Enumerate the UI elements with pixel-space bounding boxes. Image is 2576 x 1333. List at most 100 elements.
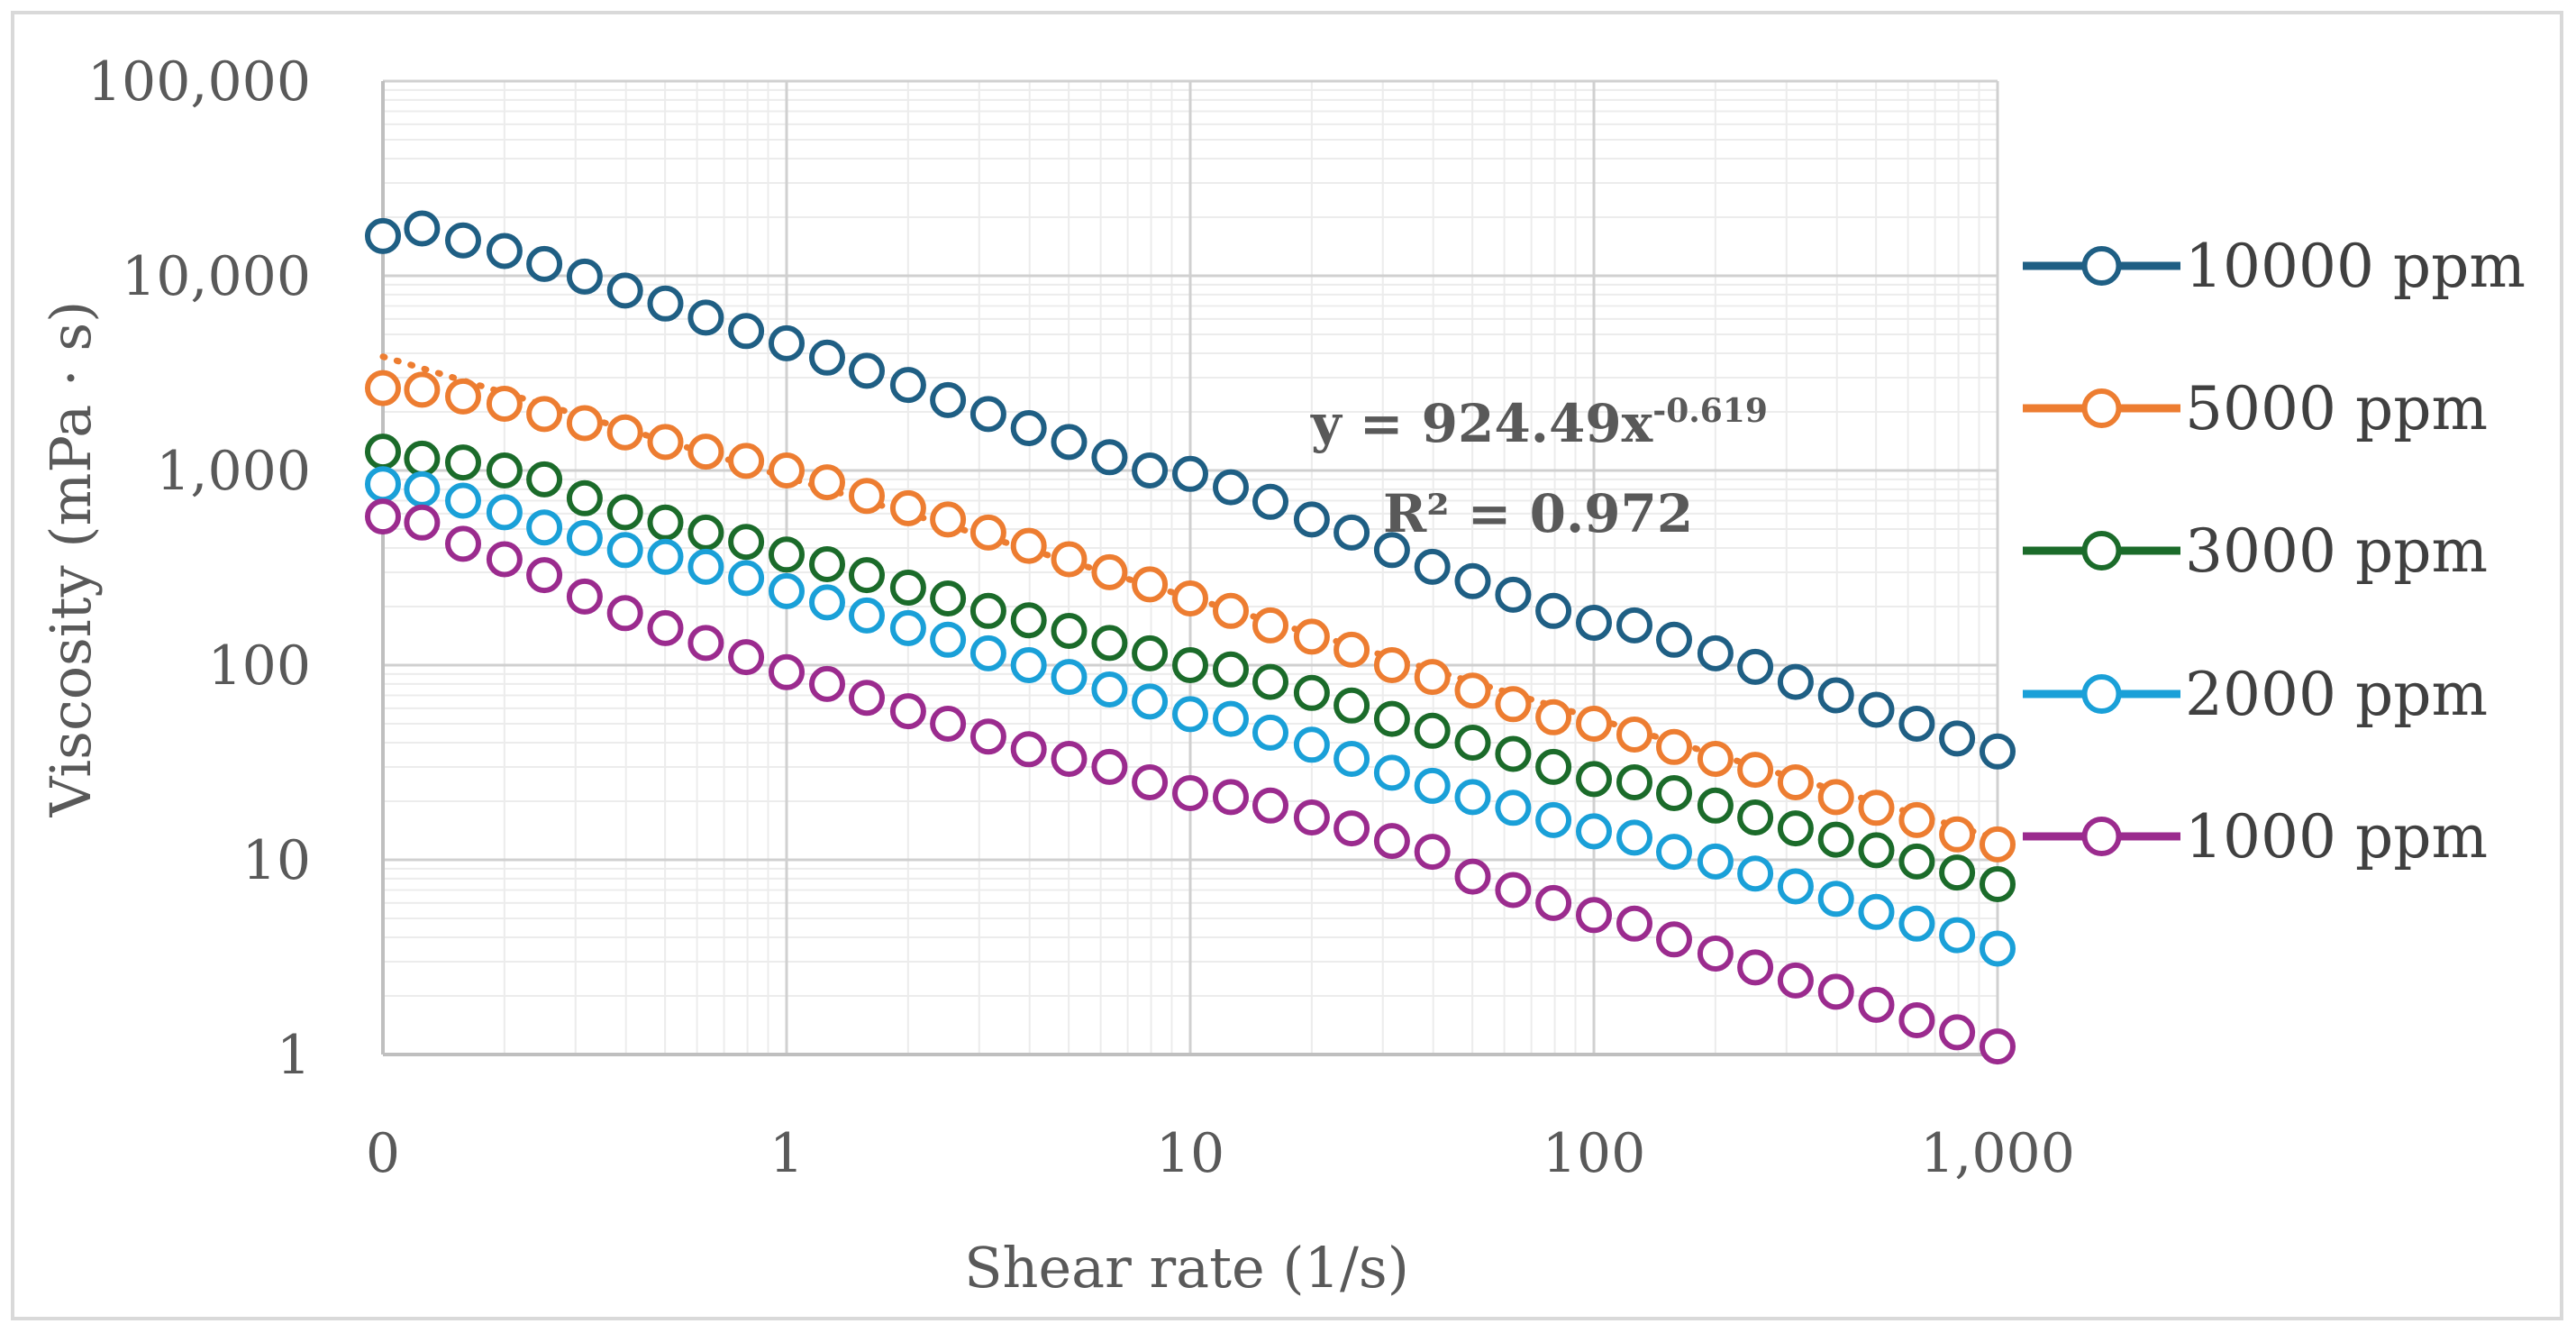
- data-point: [1495, 872, 1532, 908]
- data-point: [647, 538, 684, 575]
- data-point: [1697, 787, 1734, 824]
- data-point: [1898, 706, 1935, 742]
- x-tick-label: 1: [769, 1122, 804, 1185]
- data-point: [1132, 683, 1169, 720]
- data-point: [1656, 621, 1692, 658]
- data-point: [1091, 671, 1128, 708]
- data-point: [1454, 725, 1491, 761]
- data-point: [1777, 810, 1814, 847]
- data-point: [566, 479, 603, 516]
- legend-label: 5000 ppm: [2185, 374, 2488, 443]
- data-point: [1697, 741, 1734, 777]
- y-tick-label: 10,000: [122, 245, 311, 308]
- data-point: [566, 405, 603, 442]
- data-point: [404, 440, 441, 477]
- data-point: [1051, 424, 1088, 461]
- data-point: [1293, 799, 1330, 835]
- data-point: [404, 504, 441, 541]
- data-point: [687, 299, 724, 336]
- data-point: [1616, 905, 1652, 942]
- x-tick-label: 0: [366, 1122, 400, 1185]
- legend-swatch-marker: [2081, 388, 2122, 428]
- data-point: [728, 560, 765, 597]
- data-point: [1454, 672, 1491, 709]
- data-point: [1576, 706, 1612, 742]
- data-point: [365, 370, 401, 406]
- data-point: [1737, 648, 1774, 685]
- legend-item: 3000 ppm: [2023, 516, 2488, 586]
- data-point: [526, 396, 563, 433]
- data-point: [404, 210, 441, 247]
- data-point: [1010, 602, 1047, 639]
- data-point: [1535, 801, 1572, 838]
- data-point: [1495, 790, 1532, 826]
- series-layer: [365, 210, 2016, 1065]
- data-point: [1334, 631, 1370, 668]
- data-point: [1777, 868, 1814, 905]
- data-point: [969, 592, 1006, 629]
- x-axis-title: Shear rate (1/s): [964, 1235, 1409, 1301]
- data-point: [1132, 566, 1169, 603]
- data-point: [1132, 635, 1169, 671]
- data-point: [1051, 541, 1088, 578]
- data-point: [769, 536, 805, 573]
- legend-swatch-marker: [2081, 246, 2122, 286]
- data-point: [969, 718, 1006, 755]
- data-point: [1495, 686, 1532, 723]
- data-point: [1817, 881, 1854, 918]
- data-point: [365, 434, 401, 470]
- data-point: [1373, 700, 1410, 737]
- data-point: [1858, 691, 1895, 728]
- data-point: [606, 532, 643, 569]
- data-point: [1817, 973, 1854, 1010]
- data-point: [1010, 410, 1047, 446]
- data-point: [647, 609, 684, 646]
- data-point: [1576, 605, 1612, 641]
- data-point: [445, 378, 481, 415]
- legend-item: 10000 ppm: [2023, 232, 2526, 301]
- data-point: [769, 324, 805, 361]
- legend-label: 1000 ppm: [2185, 802, 2488, 872]
- data-point: [1454, 562, 1491, 599]
- data-point: [809, 546, 845, 582]
- data-point: [1737, 949, 1774, 986]
- data-point: [1939, 816, 1976, 853]
- data-point: [1213, 469, 1249, 506]
- legend: 10000 ppm 5000 ppm 3000 ppm 2000 ppm 1000 pp…: [2023, 232, 2526, 872]
- data-point: [930, 580, 967, 616]
- data-point: [445, 525, 481, 562]
- data-point: [728, 639, 765, 676]
- data-point: [1414, 548, 1451, 585]
- x-tick-label: 100: [1543, 1122, 1646, 1185]
- x-tick-label: 10: [1156, 1122, 1224, 1185]
- data-point: [445, 222, 481, 259]
- data-point: [1252, 607, 1288, 644]
- data-point: [1252, 787, 1288, 824]
- data-point: [1373, 823, 1410, 860]
- data-point: [1051, 613, 1088, 649]
- data-point: [526, 245, 563, 282]
- data-point: [606, 595, 643, 632]
- data-point: [1535, 884, 1572, 921]
- data-point: [606, 272, 643, 309]
- data-point: [1495, 576, 1532, 613]
- data-point: [1334, 514, 1370, 551]
- data-point: [1656, 728, 1692, 765]
- data-point: [1576, 897, 1612, 934]
- data-point: [1656, 775, 1692, 811]
- x-tick-labels: 0 1 10 100 1,000: [366, 1122, 2075, 1185]
- trendline-equation-exponent: -0.619: [1652, 392, 1768, 430]
- data-point: [1091, 553, 1128, 590]
- data-point: [1172, 696, 1208, 733]
- data-point: [969, 514, 1006, 551]
- data-point: [1535, 698, 1572, 735]
- data-point: [647, 285, 684, 322]
- data-point: [1697, 635, 1734, 671]
- legend-label: 2000 ppm: [2185, 660, 2488, 729]
- data-point: [687, 514, 724, 551]
- data-point: [486, 386, 523, 422]
- trendline-equation: y = 924.49x-0.619: [1310, 392, 1768, 454]
- data-point: [1858, 790, 1895, 826]
- data-point: [1132, 452, 1169, 488]
